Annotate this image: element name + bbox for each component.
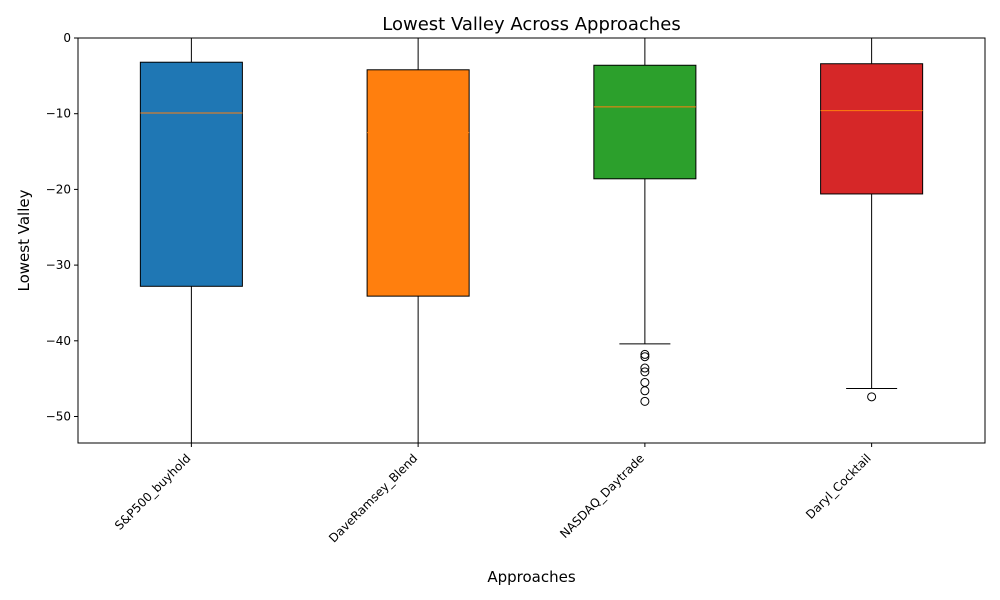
- outlier-point: [640, 396, 650, 406]
- x-axis-label: Approaches: [487, 568, 575, 586]
- box-S&P500_buyhold: [139, 37, 243, 444]
- box-body: [820, 63, 924, 195]
- y-tick-label: −20: [46, 182, 71, 196]
- y-tick-label: −10: [46, 107, 71, 121]
- plot-frame: [77, 37, 986, 444]
- plot-area: [139, 37, 924, 444]
- box-NASDAQ_Daytrade: [593, 37, 697, 406]
- box-body: [593, 64, 697, 180]
- outlier-point: [640, 352, 650, 362]
- chart-title: Lowest Valley Across Approaches: [382, 14, 680, 35]
- y-axis-label: Lowest Valley: [15, 189, 33, 291]
- outlier-point: [867, 392, 877, 402]
- box-DaveRamsey_Blend: [366, 37, 470, 444]
- box-body: [366, 69, 470, 297]
- y-tick-label: −50: [46, 410, 71, 424]
- y-tick-label: −30: [46, 258, 71, 272]
- outlier-point: [640, 363, 650, 373]
- box-Daryl_Cocktail: [820, 37, 924, 402]
- outlier-point: [640, 386, 650, 396]
- outlier-point: [640, 349, 650, 359]
- box-body: [139, 61, 243, 287]
- y-tick-label: −40: [46, 334, 71, 348]
- outlier-point: [640, 367, 650, 377]
- y-tick-label: 0: [63, 31, 71, 45]
- y-axis: 0 −10 −20 −30 −40 −50: [46, 31, 78, 424]
